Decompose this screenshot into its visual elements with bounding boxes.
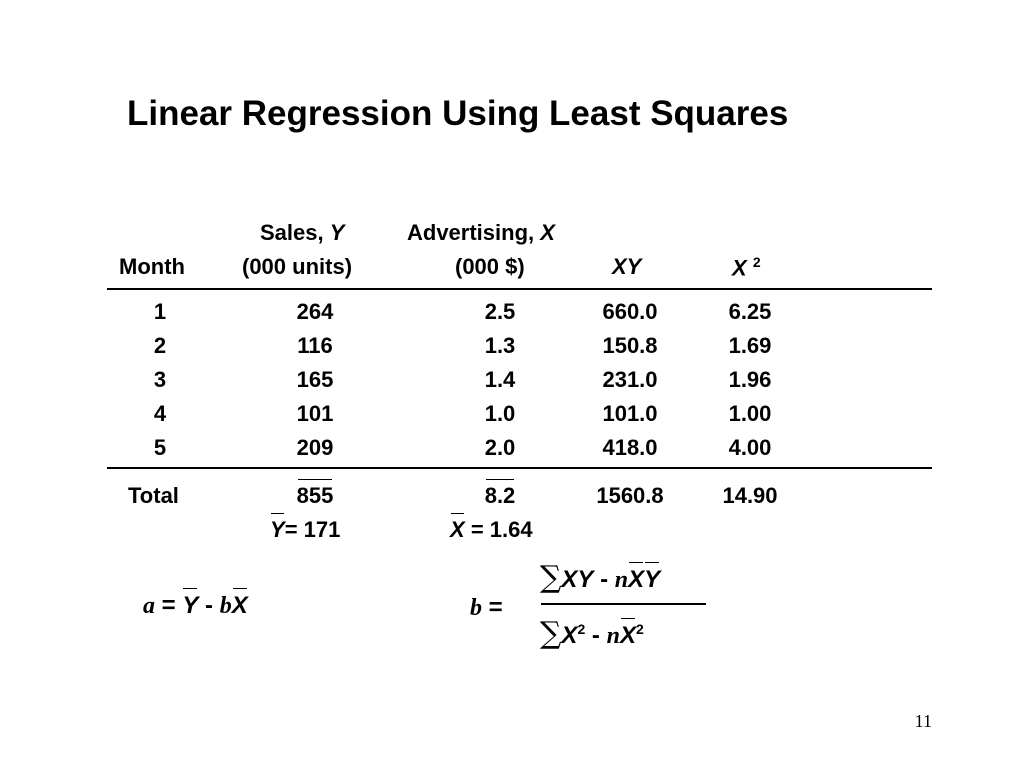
ybar-value: = 171	[284, 517, 341, 542]
ybar-symbol: Y	[270, 513, 285, 542]
formula-b-denominator: ∑X2 - nX2	[540, 616, 644, 651]
table-cell-xy: 660.0	[602, 299, 658, 324]
table-cell-sales: 165	[296, 367, 334, 392]
den-x: X	[561, 622, 578, 649]
sigma-icon: ∑	[540, 616, 562, 651]
total-x2: 14.90	[722, 483, 778, 508]
fraction-bar	[541, 603, 706, 605]
table-cell-x2: 6.25	[728, 299, 772, 324]
formula-a-minus: -	[205, 592, 214, 619]
total-sales-value: 855	[296, 479, 334, 508]
den-exp2: 2	[635, 621, 644, 637]
table-cell-adv: 1.4	[484, 367, 516, 392]
formula-a-eq: =	[161, 592, 176, 619]
page-number: 11	[914, 711, 932, 731]
formula-b-numerator: ∑XY - nXY	[540, 560, 660, 595]
num-n: n	[614, 567, 629, 593]
table-cell-month: 2	[153, 333, 167, 358]
table-cell-adv: 2.5	[484, 299, 516, 324]
table-cell-xy: 231.0	[602, 367, 658, 392]
table-cell-adv: 1.0	[484, 401, 516, 426]
header-sales-unit: (000 units)	[242, 254, 353, 279]
header-adv-label: Advertising,	[407, 220, 535, 245]
formula-b-lhs-group: b =	[470, 594, 503, 622]
num-xy: XY	[561, 566, 594, 593]
mean-x: X = 1.64	[450, 513, 533, 543]
table-cell-sales: 116	[297, 333, 333, 358]
formula-b-eq: =	[488, 594, 503, 621]
header-advertising: Advertising, X	[407, 220, 555, 246]
header-sales-var: Y	[329, 220, 345, 245]
table-cell-month: 4	[153, 401, 167, 426]
table-cell-month: 1	[153, 299, 167, 324]
total-label: Total	[128, 483, 179, 508]
table-cell-x2: 4.00	[728, 435, 772, 460]
num-xbar: X	[628, 562, 645, 593]
header-sales: Sales, Y	[260, 220, 344, 246]
formula-a-xbar: X	[231, 588, 248, 619]
table-cell-sales: 264	[296, 299, 334, 324]
page-title: Linear Regression Using Least Squares	[127, 94, 789, 133]
mean-y: Y= 171	[270, 513, 341, 543]
table-cell-x2: 1.69	[728, 333, 772, 358]
table-cell-xy: 418.0	[602, 435, 658, 460]
table-cell-month: 5	[153, 435, 167, 460]
total-adv: 8.2	[460, 479, 540, 509]
den-exp: 2	[577, 621, 586, 637]
xbar-symbol: X	[450, 513, 465, 542]
table-cell-xy: 101.0	[602, 401, 658, 426]
table-cell-sales: 101	[296, 401, 334, 426]
table-cell-xy: 150.8	[602, 333, 658, 358]
formula-a-lhs: a	[143, 593, 155, 619]
table-cell-adv: 2.0	[484, 435, 516, 460]
num-minus: -	[600, 566, 609, 593]
formula-a-b: b	[219, 593, 232, 619]
formula-b-lhs: b	[470, 595, 482, 621]
xbar-value: = 1.64	[470, 517, 533, 542]
header-adv-var: X	[540, 220, 555, 245]
header-month: Month	[119, 254, 185, 279]
header-x2: X 2	[732, 254, 761, 281]
total-adv-value: 8.2	[484, 479, 516, 508]
den-minus: -	[591, 622, 600, 649]
den-xbar: X	[619, 618, 636, 649]
num-ybar: Y	[644, 562, 661, 593]
den-n: n	[606, 623, 620, 649]
table-top-rule	[107, 288, 932, 290]
header-xy: XY	[612, 254, 642, 279]
header-adv-unit: (000 $)	[455, 254, 525, 279]
sigma-icon: ∑	[540, 560, 562, 595]
table-bottom-rule	[107, 467, 932, 469]
formula-a: a = Y - bX	[143, 588, 248, 620]
formula-a-ybar: Y	[182, 588, 199, 619]
total-sales: 855	[275, 479, 355, 509]
header-sales-label: Sales,	[260, 220, 324, 245]
total-xy: 1560.8	[596, 483, 664, 508]
header-x2-var: X	[732, 255, 747, 281]
table-cell-x2: 1.96	[728, 367, 772, 392]
table-cell-x2: 1.00	[728, 401, 772, 426]
table-cell-sales: 209	[296, 435, 334, 460]
table-cell-month: 3	[153, 367, 167, 392]
table-cell-adv: 1.3	[484, 333, 516, 358]
header-x2-exp: 2	[752, 254, 761, 270]
